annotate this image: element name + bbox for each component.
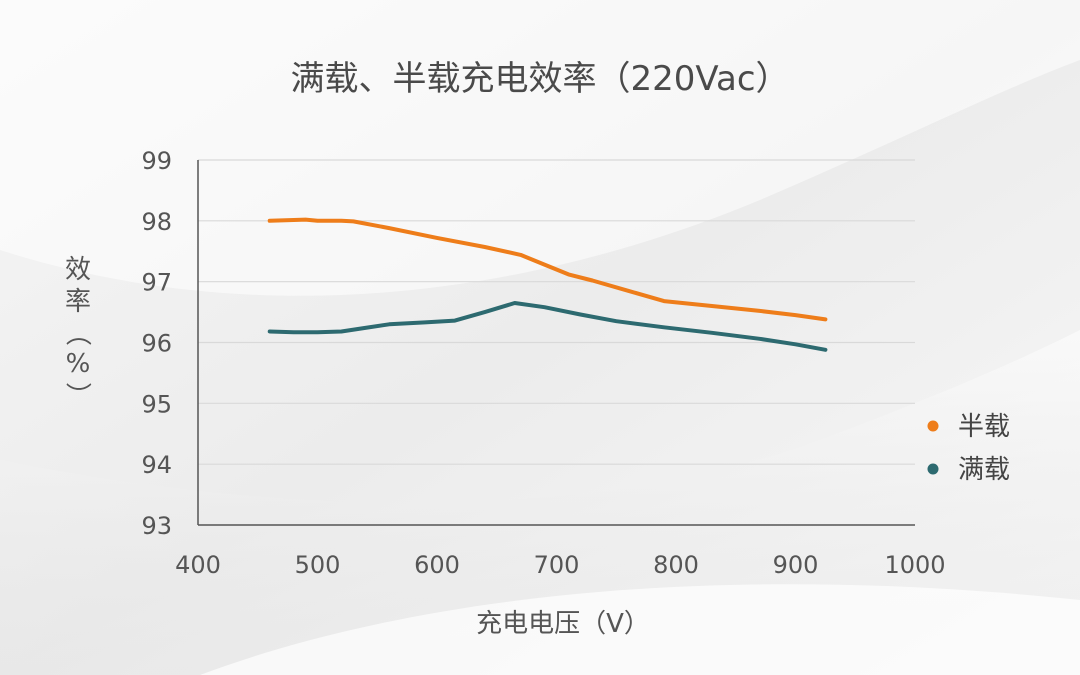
y-tick-label-5: 98 <box>141 208 172 236</box>
y-axis-label-char-2: （ <box>62 320 92 346</box>
y-axis-label-char-1: 率 <box>65 287 91 317</box>
x-tick-label-5: 900 <box>773 551 819 579</box>
y-tick-label-6: 99 <box>141 147 172 175</box>
gridlines <box>198 159 915 465</box>
series-line-1 <box>267 301 828 352</box>
x-tick-labels: 400 500 600 700 800 900 1000 <box>175 551 945 579</box>
series-line-0 <box>267 217 828 322</box>
y-tick-labels: 93 94 95 96 97 98 99 <box>141 147 172 540</box>
x-tick-label-2: 600 <box>414 551 460 579</box>
x-tick-label-6: 1000 <box>884 551 945 579</box>
x-tick-label-4: 800 <box>653 551 699 579</box>
legend-label-0: 半载 <box>958 412 1010 442</box>
legend-marker-1 <box>927 463 939 475</box>
y-axis-label: 效率 （% ） <box>62 255 92 408</box>
y-tick-label-1: 94 <box>141 451 172 479</box>
x-tick-label-1: 500 <box>295 551 341 579</box>
legend-marker-0 <box>927 420 939 432</box>
y-tick-label-0: 93 <box>141 512 172 540</box>
series-lines <box>267 217 828 352</box>
x-axis-label: 充电电压（V） <box>476 609 650 639</box>
x-tick-label-0: 400 <box>175 551 221 579</box>
y-axis-label-char-3: % <box>66 349 91 379</box>
y-tick-label-3: 96 <box>141 330 172 358</box>
legend-label-1: 满载 <box>958 455 1010 485</box>
y-axis-label-char-0: 效 <box>65 255 91 285</box>
y-tick-label-4: 97 <box>141 269 172 297</box>
x-tick-label-3: 700 <box>534 551 580 579</box>
chart-title: 满载、半载充电效率（220Vac） <box>290 59 789 99</box>
axes <box>197 160 915 526</box>
y-axis-label-char-4: ） <box>62 382 92 408</box>
y-tick-label-2: 95 <box>141 390 172 418</box>
